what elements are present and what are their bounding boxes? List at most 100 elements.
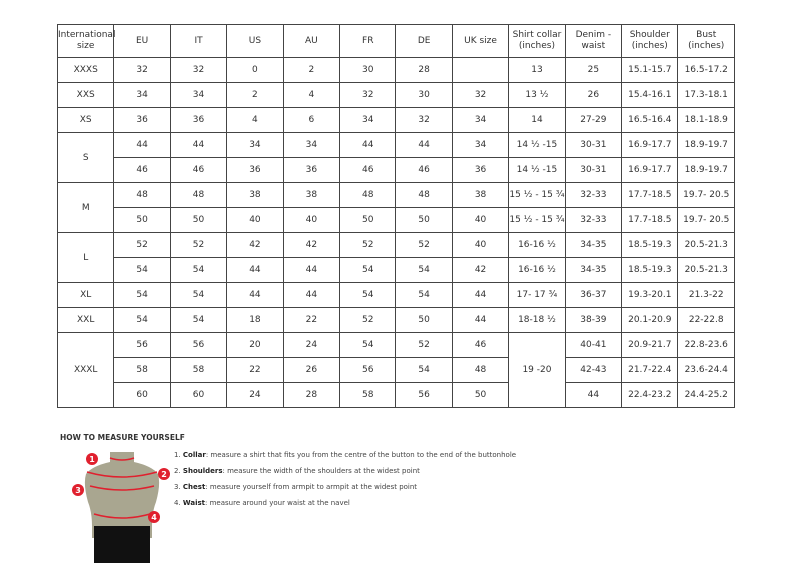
table-cell: 40 [451, 232, 510, 258]
table-cell: XXXS [56, 57, 115, 83]
table-cell: 32 [169, 57, 228, 83]
table-cell: 17.7-18.5 [621, 207, 679, 233]
table-cell: 48 [339, 182, 397, 208]
table-cell: 60 [169, 382, 228, 408]
mannequin-illustration: 1 2 3 4 [72, 452, 170, 563]
table-cell: M [56, 182, 115, 233]
table-cell: 52 [169, 232, 228, 258]
table-cell: 24 [226, 382, 284, 408]
table-cell: 14 ½ -15 [508, 157, 566, 183]
table-row: XL 54 54 44 44 54 54 44 17- 17 ¾ 36-37 19.3-20.1 21… [56, 282, 735, 308]
table-cell: 46 [339, 157, 397, 183]
table-cell: 54 [395, 257, 453, 283]
table-cell: 36 [113, 107, 171, 133]
table-cell: XS [56, 107, 115, 133]
table-cell: 0 [226, 57, 284, 83]
table-cell: 54 [339, 257, 397, 283]
table-cell: 18.5-19.3 [621, 257, 679, 283]
table-cell: 44 [339, 132, 397, 158]
table-cell: 18.9-19.7 [677, 157, 735, 183]
table-cell: 17- 17 ¾ [508, 282, 566, 308]
table-cell: 4 [226, 107, 284, 133]
table-cell: 22 [226, 357, 284, 383]
table-cell: 42 [226, 232, 284, 258]
table-cell: 21.3-22 [677, 282, 735, 308]
table-cell: 54 [395, 282, 453, 308]
table-cell: 32-33 [564, 182, 623, 208]
table-cell: 27-29 [564, 107, 623, 133]
table-cell: 16-16 ½ [508, 232, 566, 258]
table-cell: 28 [395, 57, 453, 83]
table-cell: 54 [113, 282, 171, 308]
table-cell: 2 [282, 57, 341, 83]
table-cell: 44 [282, 257, 341, 283]
table-cell: 16.9-17.7 [621, 157, 679, 183]
table-cell: XXS [56, 82, 115, 108]
table-cell: 52 [395, 332, 453, 358]
table-cell: 58 [113, 357, 171, 383]
table-cell: 14 ½ -15 [508, 132, 566, 158]
table-cell: 26 [564, 82, 623, 108]
table-cell: 58 [169, 357, 228, 383]
table-cell: 36 [169, 107, 228, 133]
table-cell: 19 -20 [508, 332, 566, 408]
table-cell: 50 [339, 207, 397, 233]
table-cell: 54 [339, 282, 397, 308]
table-cell: 56 [339, 357, 397, 383]
table-cell: 36 [226, 157, 284, 183]
table-cell: 14 [508, 107, 566, 133]
table-cell: 34 [282, 132, 341, 158]
table-cell: 44 [451, 307, 510, 333]
table-cell: 48 [395, 182, 453, 208]
table-row: 46 46 36 36 46 46 36 14 ½ -15 30-31 16.9-17.7 18.9… [58, 157, 735, 183]
table-cell: 34 [451, 132, 510, 158]
table-row: XXXL 56 56 20 24 54 52 46 19 -20 40-41 20.9-21.7 22… [56, 332, 735, 408]
table-cell: 38 [282, 182, 341, 208]
table-cell: 4 [282, 82, 341, 108]
table-cell: 46 [395, 157, 453, 183]
table-cell: 18.5-19.3 [621, 232, 679, 258]
table-cell: 26 [282, 357, 341, 383]
table-cell: 56 [169, 332, 228, 358]
column-header: AU [282, 24, 341, 58]
marker-4: 4 [151, 513, 157, 522]
table-cell: 40 [282, 207, 341, 233]
column-header: FR [339, 24, 397, 58]
table-cell: 50 [395, 307, 453, 333]
table-cell: 34 [451, 107, 510, 133]
table-cell: 50 [113, 207, 171, 233]
table-cell: 50 [169, 207, 228, 233]
marker-3: 3 [75, 486, 81, 495]
table-cell: 32 [339, 82, 397, 108]
column-header: IT [169, 24, 228, 58]
table-cell: 34 [113, 82, 171, 108]
table-cell: 34 [169, 82, 228, 108]
table-cell: 20.5-21.3 [677, 257, 735, 283]
table-cell: 18.1-18.9 [677, 107, 735, 133]
table-cell: 16.5-16.4 [621, 107, 679, 133]
table-cell: 15 ½ - 15 ¾ [508, 182, 566, 208]
table-cell: 52 [395, 232, 453, 258]
table-cell: 22 [282, 307, 341, 333]
table-cell: 48 [113, 182, 171, 208]
marker-1: 1 [89, 455, 95, 464]
column-header: EU [113, 24, 171, 58]
table-cell: 36 [451, 157, 510, 183]
table-cell: 40-41 [564, 332, 623, 358]
table-cell: 44 [226, 282, 284, 308]
table-cell: 42 [451, 257, 510, 283]
table-row: XS 36 36 4 6 34 32 34 14 27-29 16.5-16.4 18.1-18.9 [56, 107, 735, 133]
table-cell: 18-18 ½ [508, 307, 566, 333]
table-cell: 32 [395, 107, 453, 133]
column-header: DE [395, 24, 453, 58]
table-cell: 48 [169, 182, 228, 208]
table-cell: 54 [169, 257, 228, 283]
table-cell: 54 [169, 307, 228, 333]
table-cell: 40 [226, 207, 284, 233]
table-cell: 18 [226, 307, 284, 333]
table-cell: 20.9-21.7 [621, 332, 679, 358]
table-cell: 54 [395, 357, 453, 383]
table-cell: 52 [339, 232, 397, 258]
table-cell: 36-37 [564, 282, 623, 308]
table-cell: 15.1-15.7 [621, 57, 679, 83]
